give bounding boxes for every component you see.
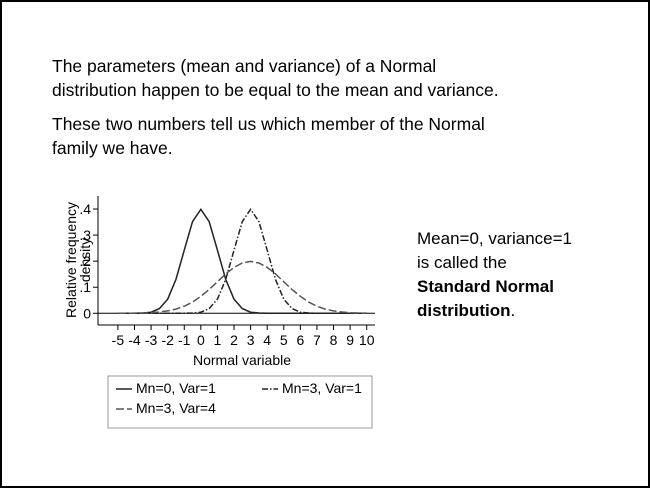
y-tick-label: .3 — [79, 227, 91, 243]
x-tick-label: -3 — [145, 332, 158, 348]
y-tick-label: .4 — [79, 201, 91, 217]
x-tick-label: -2 — [161, 332, 174, 348]
x-tick-label: 1 — [214, 332, 222, 348]
x-axis-title: Normal variable — [193, 352, 291, 368]
y-tick-label: 0 — [83, 305, 91, 321]
text-line: distribution happen to be equal to the m… — [52, 80, 499, 100]
x-tick-label: -4 — [128, 332, 141, 348]
y-axis-title: density — [77, 238, 93, 282]
series-line — [117, 260, 367, 314]
x-tick-label: 0 — [197, 332, 205, 348]
x-tick-label: 8 — [330, 332, 338, 348]
x-tick-label: 4 — [263, 332, 271, 348]
legend-label: Mn=0, Var=1 — [136, 380, 216, 396]
x-tick-label: 3 — [247, 332, 255, 348]
x-tick-label: 2 — [230, 332, 238, 348]
text-line: family we have. — [52, 138, 173, 158]
text: . — [510, 301, 516, 320]
x-tick-label: -5 — [112, 332, 125, 348]
text-line: The parameters (mean and variance) of a … — [52, 56, 437, 76]
x-tick-label: 7 — [313, 332, 321, 348]
x-tick-label: -1 — [178, 332, 191, 348]
y-tick-label: .1 — [79, 279, 91, 295]
text-line: Mean=0, variance=1 — [417, 229, 572, 248]
bold-text: Standard Normal — [417, 277, 554, 296]
y-axis-title: Relative frequency — [63, 202, 79, 318]
legend-label: Mn=3, Var=1 — [282, 380, 362, 396]
x-tick-label: 6 — [296, 332, 304, 348]
bold-text: distribution — [417, 301, 511, 320]
series-line — [117, 207, 367, 315]
text-line: is called the — [417, 253, 507, 272]
x-tick-label: 9 — [346, 332, 354, 348]
side-text: Mean=0, variance=1 is called the Standar… — [417, 227, 572, 323]
paragraph: These two numbers tell us which member o… — [52, 112, 485, 160]
paragraph: The parameters (mean and variance) of a … — [52, 54, 499, 102]
series-line — [117, 207, 367, 315]
x-tick-label: 10 — [359, 332, 375, 348]
legend-box — [107, 375, 373, 429]
x-tick-label: 5 — [280, 332, 288, 348]
text-line: These two numbers tell us which member o… — [52, 114, 485, 134]
y-tick-label: .2 — [79, 253, 91, 269]
legend-label: Mn=3, Var=4 — [136, 400, 216, 416]
